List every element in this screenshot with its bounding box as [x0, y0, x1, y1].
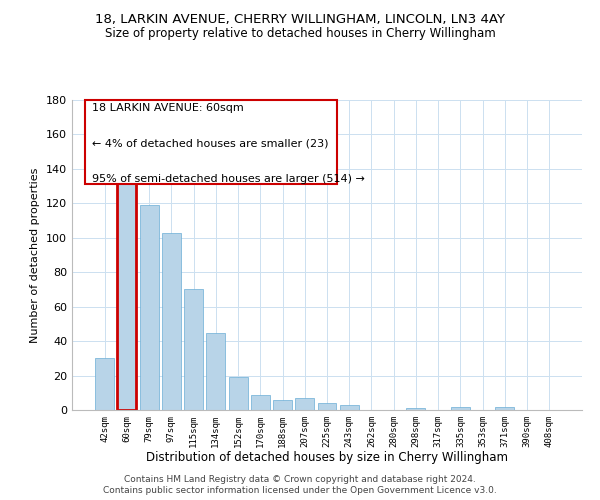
Bar: [206, 332, 225, 410]
Bar: [496, 406, 514, 410]
Bar: [95, 358, 114, 410]
Text: Size of property relative to detached houses in Cherry Willingham: Size of property relative to detached ho…: [104, 28, 496, 40]
Bar: [295, 398, 314, 410]
Bar: [340, 405, 359, 410]
Text: 95% of semi-detached houses are larger (514) →: 95% of semi-detached houses are larger (…: [92, 174, 365, 184]
Bar: [184, 290, 203, 410]
Bar: [451, 406, 470, 410]
Text: ← 4% of detached houses are smaller (23): ← 4% of detached houses are smaller (23): [92, 138, 329, 149]
Y-axis label: Number of detached properties: Number of detached properties: [31, 168, 40, 342]
Text: 18, LARKIN AVENUE, CHERRY WILLINGHAM, LINCOLN, LN3 4AY: 18, LARKIN AVENUE, CHERRY WILLINGHAM, LI…: [95, 12, 505, 26]
Bar: [118, 178, 136, 410]
Bar: [317, 403, 337, 410]
Text: Contains public sector information licensed under the Open Government Licence v3: Contains public sector information licen…: [103, 486, 497, 495]
FancyBboxPatch shape: [85, 100, 337, 184]
Bar: [140, 205, 158, 410]
Text: Contains HM Land Registry data © Crown copyright and database right 2024.: Contains HM Land Registry data © Crown c…: [124, 475, 476, 484]
Bar: [251, 394, 270, 410]
Text: 18 LARKIN AVENUE: 60sqm: 18 LARKIN AVENUE: 60sqm: [92, 103, 244, 113]
Bar: [273, 400, 292, 410]
Bar: [229, 378, 248, 410]
Bar: [406, 408, 425, 410]
Bar: [162, 232, 181, 410]
Text: Distribution of detached houses by size in Cherry Willingham: Distribution of detached houses by size …: [146, 451, 508, 464]
